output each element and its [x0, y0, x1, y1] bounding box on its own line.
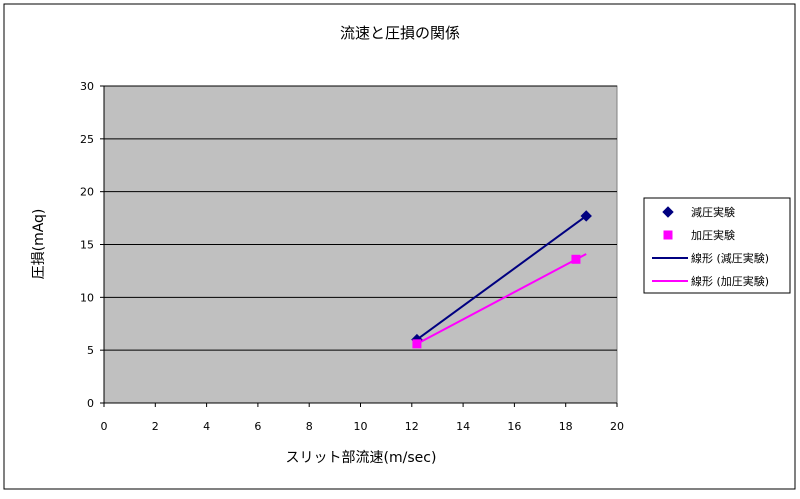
legend-label: 減圧実験 — [691, 205, 735, 219]
legend-label: 線形 (加圧実験) — [691, 274, 769, 288]
y-tick-label: 15 — [80, 239, 94, 252]
data-point — [580, 210, 592, 222]
data-point — [571, 254, 581, 264]
legend-label: 線形 (減圧実験) — [691, 251, 769, 265]
x-tick-label: 14 — [456, 420, 470, 433]
x-tick-label: 20 — [610, 420, 624, 433]
x-tick-label: 4 — [203, 420, 210, 433]
legend-swatch — [662, 206, 674, 218]
data-markers — [411, 210, 592, 349]
x-tick-label: 6 — [254, 420, 261, 433]
x-axis: 0 2 4 6 8 10 12 14 16 18 20 — [101, 402, 624, 433]
trendlines — [416, 215, 587, 345]
x-axis-title: スリット部流速(m/sec) — [286, 450, 437, 466]
chart-title: 流速と圧損の関係 — [340, 24, 460, 42]
y-axis: 0 5 10 15 20 25 30 — [80, 80, 105, 410]
y-tick-label: 0 — [87, 397, 94, 410]
x-tick-label: 8 — [306, 420, 313, 433]
y-tick-label: 10 — [80, 291, 94, 304]
legend-label: 加圧実験 — [691, 228, 735, 242]
x-tick-label: 12 — [405, 420, 419, 433]
y-tick-label: 20 — [80, 186, 94, 199]
trendline — [416, 215, 587, 341]
legend-swatch — [663, 230, 673, 240]
y-axis-title: 圧損(mAq) — [31, 209, 47, 280]
x-tick-label: 2 — [152, 420, 159, 433]
data-point — [412, 339, 422, 349]
x-tick-label: 18 — [559, 420, 573, 433]
y-tick-label: 25 — [80, 133, 94, 146]
x-tick-label: 0 — [101, 420, 108, 433]
grid-lines — [104, 85, 617, 351]
y-tick-label: 30 — [80, 80, 94, 93]
y-tick-label: 5 — [87, 344, 94, 357]
x-tick-label: 16 — [507, 420, 521, 433]
trendline — [416, 253, 587, 345]
x-tick-label: 10 — [354, 420, 368, 433]
